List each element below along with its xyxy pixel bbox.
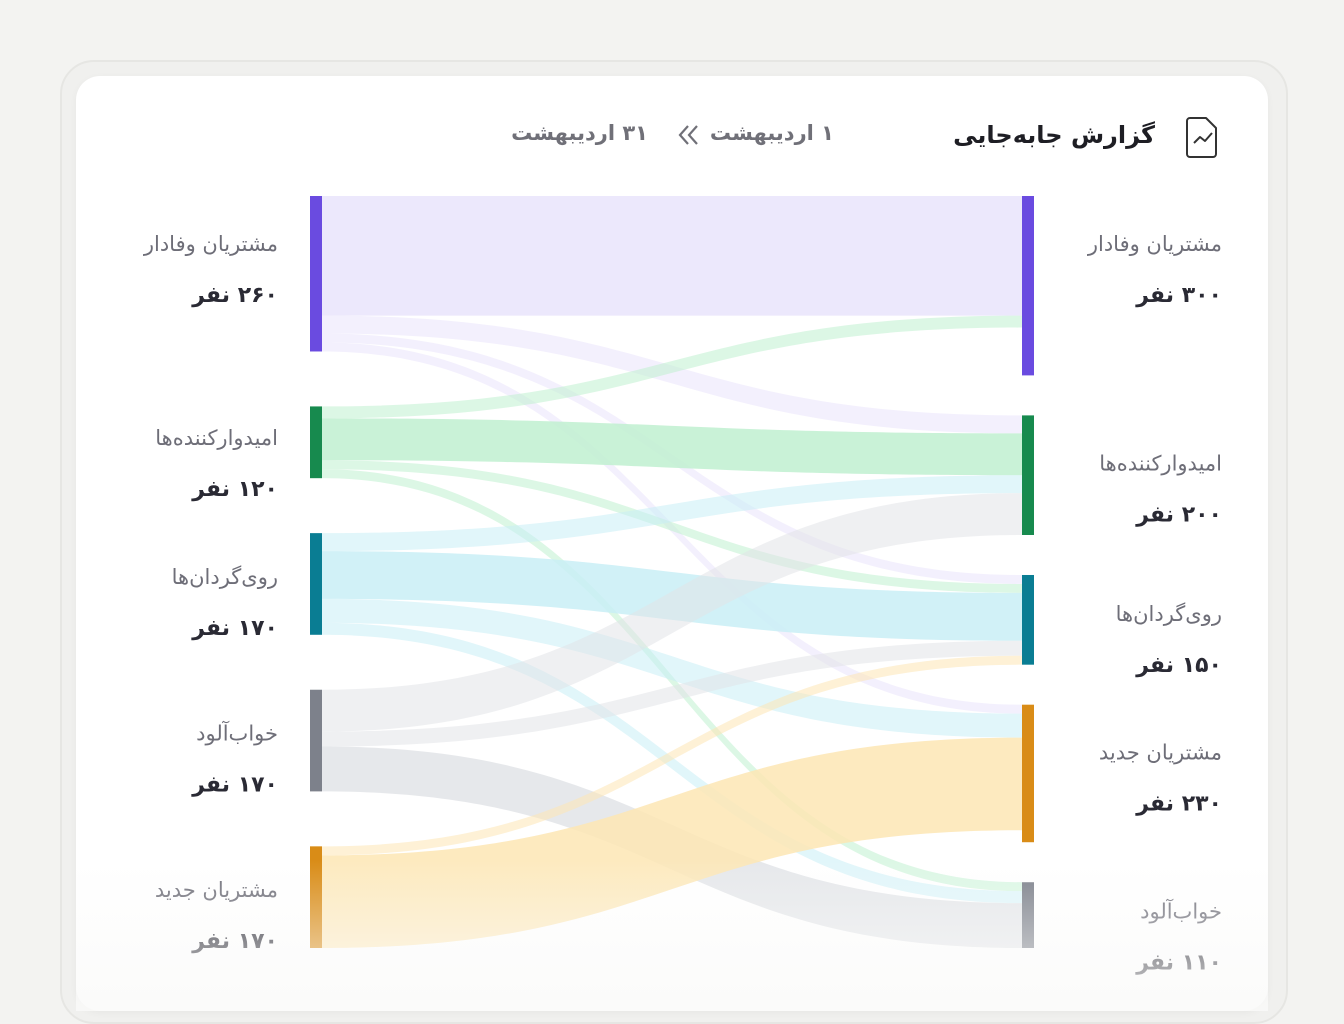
node-value: ۳۰۰ نفر [1135,283,1222,308]
flow-link [322,460,1022,593]
node-name: مشتریان وفادار [1087,232,1222,256]
flow-link [322,418,1022,476]
node-name: خواب‌آلود [196,720,278,745]
node-value: ۱۱۰ نفر [1135,951,1222,976]
range-arrow [678,125,698,145]
node-name: امیدوارکننده‌ها [155,426,278,450]
node-bar [310,533,322,635]
flow-link [322,598,1022,738]
title: گزارش جابه‌جایی [953,121,1155,149]
node-bar [1022,704,1034,843]
node-value: ۱۲۰ نفر [191,477,278,502]
node-value: ۱۷۰ نفر [191,772,278,797]
flow-link [322,655,1022,856]
node-value: ۲۶۰ نفر [191,283,278,308]
node-name: مشتریان جدید [1099,741,1222,765]
node-bar [310,846,322,948]
node-value: ۱۷۰ نفر [191,616,278,641]
node-bar [310,196,322,352]
flow-link [322,315,1022,419]
flow-link [322,640,1022,747]
node-value: ۲۰۰ نفر [1135,502,1222,527]
node-value: ۱۵۰ نفر [1135,653,1222,678]
node-name: مشتریان جدید [155,878,278,902]
node-name: روی‌گردان‌ها [172,565,278,589]
flow-link [322,475,1022,552]
node-name: مشتریان وفادار [143,232,278,256]
node-name: خواب‌آلود [1140,899,1222,924]
flow-link [322,622,1022,904]
report-icon [1186,117,1217,158]
flow-link [322,493,1022,732]
node-bar [1022,196,1034,376]
links [322,196,1022,948]
node-name: امیدوارکننده‌ها [1099,451,1222,475]
flow-link [322,315,1022,434]
node-bar [1022,574,1034,665]
node-value: ۲۳۰ نفر [1135,792,1222,817]
node-name: روی‌گردان‌ها [1116,602,1222,626]
date-to: ۳۱ اردیبهشت [511,121,648,145]
node-bar [310,406,322,479]
flow-link [322,196,1022,316]
node-bar [1022,882,1034,948]
date-from: ۱ اردیبهشت [710,121,834,145]
node-bar [1022,415,1034,535]
node-bar [310,689,322,792]
node-value: ۱۷۰ نفر [191,929,278,954]
